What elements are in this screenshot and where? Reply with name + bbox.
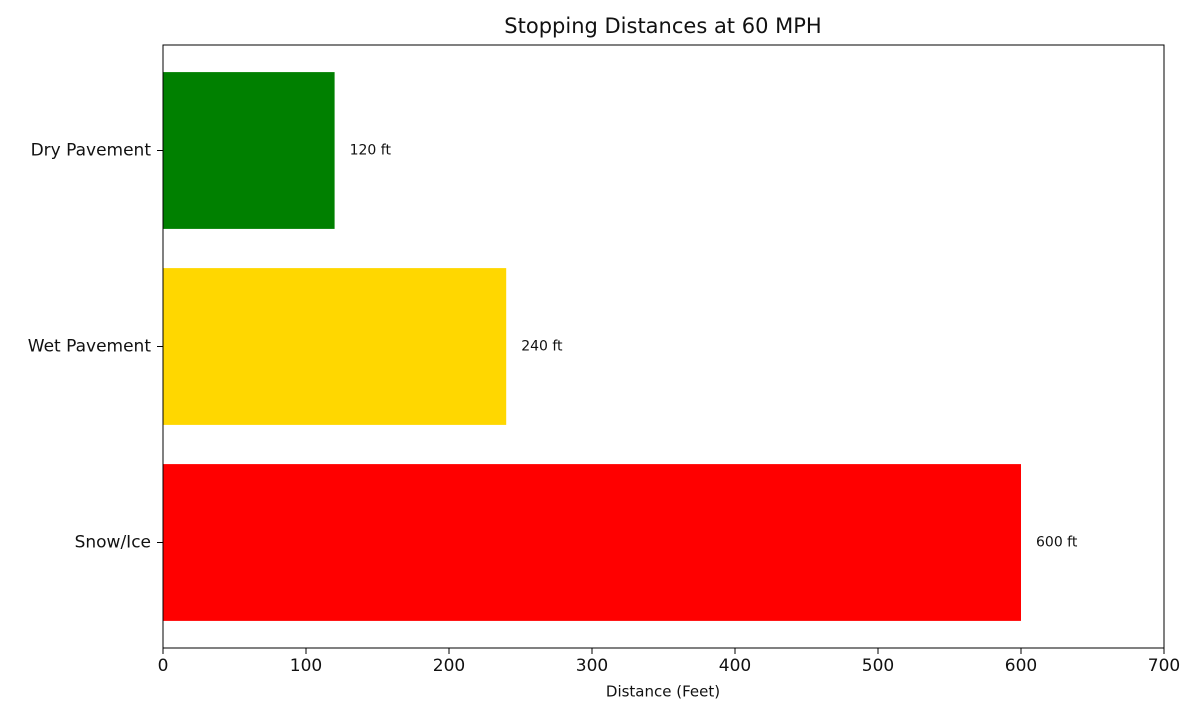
bar xyxy=(163,72,335,229)
x-tick-label: 0 xyxy=(158,656,169,676)
x-tick-label: 700 xyxy=(1148,656,1180,676)
x-axis-label: Distance (Feet) xyxy=(606,683,720,701)
x-tick-label: 300 xyxy=(576,656,608,676)
y-tick-label: Dry Pavement xyxy=(31,141,152,161)
x-tick-label: 200 xyxy=(433,656,465,676)
value-label: 240 ft xyxy=(521,339,563,355)
value-label: 120 ft xyxy=(350,143,392,159)
x-tick-label: 600 xyxy=(1005,656,1037,676)
x-tick-label: 400 xyxy=(719,656,751,676)
x-tick-label: 100 xyxy=(290,656,322,676)
bar xyxy=(163,268,507,425)
bar xyxy=(163,464,1021,621)
chart-title: Stopping Distances at 60 MPH xyxy=(504,14,821,38)
x-tick-label: 500 xyxy=(862,656,894,676)
y-tick-label: Wet Pavement xyxy=(28,337,152,357)
plot-frame xyxy=(162,44,1165,649)
value-label: 600 ft xyxy=(1036,535,1078,551)
y-tick-label: Snow/Ice xyxy=(75,533,151,553)
